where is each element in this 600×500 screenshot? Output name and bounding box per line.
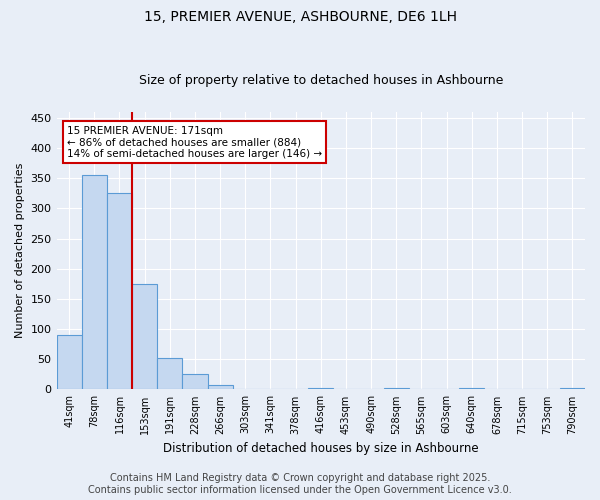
X-axis label: Distribution of detached houses by size in Ashbourne: Distribution of detached houses by size … (163, 442, 479, 455)
Text: 15, PREMIER AVENUE, ASHBOURNE, DE6 1LH: 15, PREMIER AVENUE, ASHBOURNE, DE6 1LH (143, 10, 457, 24)
Bar (157, 358, 182, 390)
Bar (182, 374, 208, 390)
Bar (82, 175, 107, 390)
Bar (459, 388, 484, 390)
Bar (107, 194, 132, 390)
Bar (383, 388, 409, 390)
Title: Size of property relative to detached houses in Ashbourne: Size of property relative to detached ho… (139, 74, 503, 87)
Text: Contains HM Land Registry data © Crown copyright and database right 2025.
Contai: Contains HM Land Registry data © Crown c… (88, 474, 512, 495)
Bar (56, 335, 82, 390)
Bar (132, 284, 157, 390)
Bar (308, 388, 334, 390)
Y-axis label: Number of detached properties: Number of detached properties (15, 163, 25, 338)
Bar (208, 384, 233, 390)
Text: 15 PREMIER AVENUE: 171sqm
← 86% of detached houses are smaller (884)
14% of semi: 15 PREMIER AVENUE: 171sqm ← 86% of detac… (67, 126, 322, 159)
Bar (560, 388, 585, 390)
